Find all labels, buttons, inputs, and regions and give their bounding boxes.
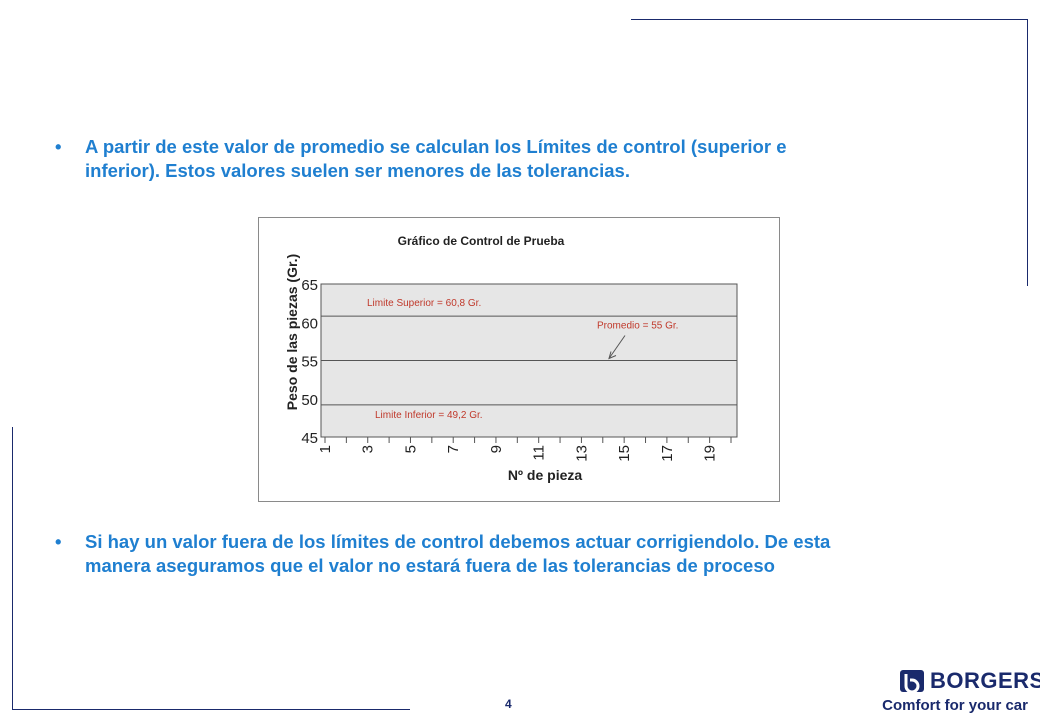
borgers-logo-icon xyxy=(900,670,924,694)
x-tick-label: 9 xyxy=(488,445,505,453)
x-axis-label: Nº de pieza xyxy=(508,467,583,483)
y-tick-label: 65 xyxy=(301,277,318,294)
page-number: 4 xyxy=(505,697,512,711)
bullet-1-line-1: A partir de este valor de promedio se ca… xyxy=(85,136,787,157)
frame-right-line xyxy=(1027,19,1028,286)
x-tick-label: 7 xyxy=(445,445,462,453)
bullet-paragraph-2: • Si hay un valor fuera de los límites d… xyxy=(55,530,985,578)
x-tick-label: 17 xyxy=(659,445,676,462)
bullet-paragraph-1: • A partir de este valor de promedio se … xyxy=(55,135,985,183)
brand-name: BORGERS xyxy=(930,668,1040,693)
frame-bottom-line xyxy=(12,709,410,710)
control-chart-svg: Gráfico de Control de Prueba 45 50 55 60 65 Li… xyxy=(284,234,738,483)
y-axis-label: Peso de las piezas (Gr.) xyxy=(284,254,300,410)
frame-left-line xyxy=(12,427,13,710)
bullet-marker: • xyxy=(55,136,62,157)
bullet-marker: • xyxy=(55,531,62,552)
reference-line-label: Limite Inferior = 49,2 Gr. xyxy=(375,410,483,421)
y-tick-label: 50 xyxy=(301,392,318,409)
brand-logo-block: BORGERS xyxy=(900,668,1040,694)
x-tick-label: 1 xyxy=(317,445,334,453)
bullet-2-line-2: manera aseguramos que el valor no estará… xyxy=(85,555,775,576)
y-tick-label: 60 xyxy=(301,315,318,332)
y-tick-label: 55 xyxy=(301,354,318,371)
x-tick-label: 3 xyxy=(360,445,377,453)
brand-tagline: Comfort for your car xyxy=(882,697,1028,714)
x-tick-label: 13 xyxy=(573,445,590,462)
x-tick-label: 19 xyxy=(702,445,719,462)
x-tick-label: 5 xyxy=(402,445,419,453)
bullet-1-line-2: inferior). Estos valores suelen ser meno… xyxy=(85,160,630,181)
reference-line-label: Limite Superior = 60,8 Gr. xyxy=(367,298,481,309)
control-chart: Gráfico de Control de Prueba 45 50 55 60 65 Li… xyxy=(258,217,780,502)
y-tick-label: 45 xyxy=(301,430,318,447)
chart-title: Gráfico de Control de Prueba xyxy=(398,234,565,248)
frame-top-line xyxy=(631,19,1028,20)
x-tick-label: 11 xyxy=(531,445,548,461)
average-arrowhead xyxy=(608,351,617,360)
average-arrow xyxy=(608,335,626,359)
bullet-2-line-1: Si hay un valor fuera de los límites de … xyxy=(85,531,831,552)
reference-line-label: Promedio = 55 Gr. xyxy=(597,321,678,332)
x-tick-label: 15 xyxy=(616,445,633,462)
